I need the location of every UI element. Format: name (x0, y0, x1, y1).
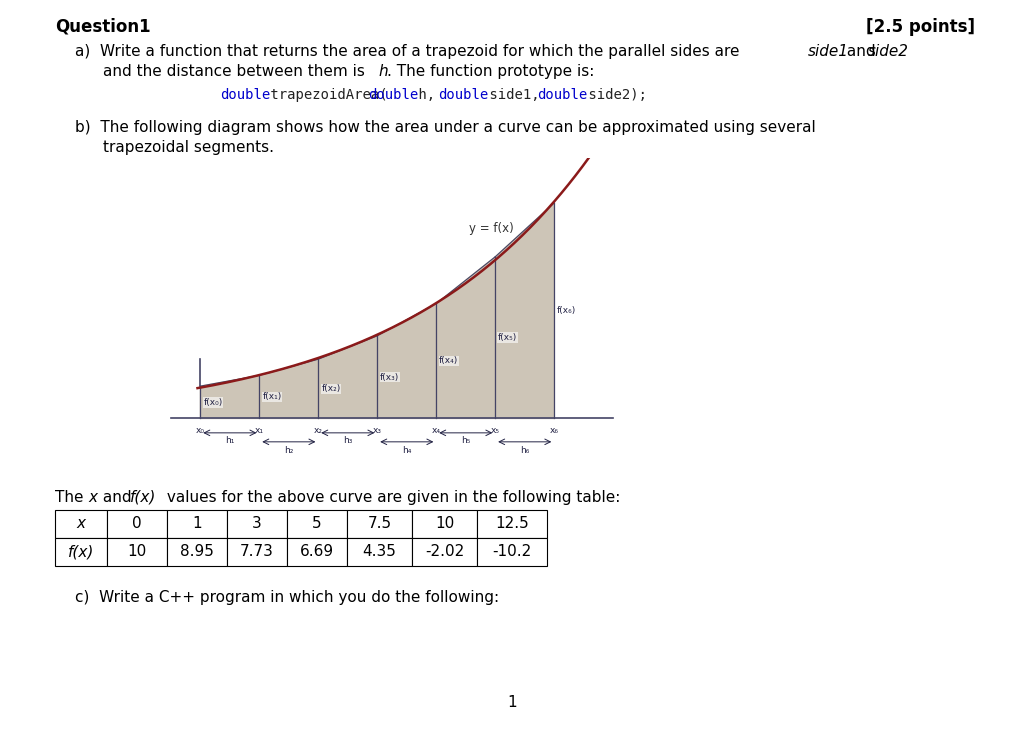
Bar (55, 510, 106, 538)
Text: 7.73: 7.73 (240, 545, 274, 559)
Text: x₅: x₅ (490, 425, 500, 435)
Text: f(x): f(x) (68, 545, 94, 559)
Text: side2);: side2); (580, 88, 646, 102)
Text: h₄: h₄ (402, 447, 412, 455)
Text: 3: 3 (252, 517, 262, 531)
Text: and: and (842, 44, 881, 59)
Text: x₁: x₁ (255, 425, 264, 435)
Polygon shape (259, 359, 318, 418)
Text: -2.02: -2.02 (425, 545, 464, 559)
Bar (55, 538, 106, 566)
Text: The: The (55, 490, 88, 505)
Text: x₃: x₃ (373, 425, 382, 435)
Text: f(x₄): f(x₄) (439, 357, 459, 366)
Text: f(x₂): f(x₂) (322, 385, 341, 393)
Polygon shape (436, 257, 496, 418)
Text: side2: side2 (868, 44, 909, 59)
Text: side1,: side1, (481, 88, 548, 102)
Text: 12.5: 12.5 (496, 517, 528, 531)
Bar (106, 538, 167, 566)
Text: h₂: h₂ (284, 447, 294, 455)
Text: 6.69: 6.69 (300, 545, 334, 559)
Text: double: double (438, 88, 488, 102)
Text: f(x₆): f(x₆) (557, 306, 577, 315)
Text: side1: side1 (808, 44, 849, 59)
Polygon shape (201, 375, 259, 418)
Polygon shape (496, 203, 554, 418)
Text: double: double (538, 88, 588, 102)
Text: double: double (368, 88, 418, 102)
Text: x: x (77, 517, 85, 531)
Text: h,: h, (411, 88, 443, 102)
Bar (347, 510, 412, 538)
Polygon shape (318, 336, 377, 418)
Bar (347, 538, 412, 566)
Bar (412, 510, 477, 538)
Text: x₂: x₂ (313, 425, 323, 435)
Text: trapezoidArea(: trapezoidArea( (262, 88, 388, 102)
Text: h₅: h₅ (461, 436, 470, 445)
Bar (227, 538, 287, 566)
Text: x₄: x₄ (432, 425, 440, 435)
Text: f(x₃): f(x₃) (380, 373, 399, 382)
Text: and the distance between them is: and the distance between them is (103, 64, 370, 79)
Text: 4.35: 4.35 (362, 545, 396, 559)
Text: a)  Write a function that returns the area of a trapezoid for which the parallel: a) Write a function that returns the are… (75, 44, 744, 59)
Text: x₀: x₀ (196, 425, 205, 435)
Text: 1: 1 (193, 517, 202, 531)
Text: double: double (220, 88, 270, 102)
Bar (477, 538, 547, 566)
Text: h₆: h₆ (520, 447, 529, 455)
Text: and: and (98, 490, 136, 505)
Text: trapezoidal segments.: trapezoidal segments. (103, 140, 274, 155)
Text: b)  The following diagram shows how the area under a curve can be approximated u: b) The following diagram shows how the a… (75, 120, 816, 135)
Text: 10: 10 (435, 517, 454, 531)
Text: h₃: h₃ (343, 436, 352, 445)
Text: values for the above curve are given in the following table:: values for the above curve are given in … (162, 490, 621, 505)
Text: 8.95: 8.95 (180, 545, 214, 559)
Bar (287, 510, 347, 538)
Text: f(x): f(x) (130, 490, 157, 505)
Bar (227, 510, 287, 538)
Text: f(x₁): f(x₁) (262, 393, 282, 401)
Text: 5: 5 (312, 517, 322, 531)
Polygon shape (377, 303, 436, 418)
Bar (477, 510, 547, 538)
Text: [2.5 points]: [2.5 points] (866, 18, 975, 36)
Bar (106, 510, 167, 538)
Text: c)  Write a C++ program in which you do the following:: c) Write a C++ program in which you do t… (75, 590, 499, 605)
Bar (412, 538, 477, 566)
Bar (167, 538, 227, 566)
Text: 10: 10 (127, 545, 146, 559)
Text: Question1: Question1 (55, 18, 151, 36)
Text: y = f(x): y = f(x) (469, 222, 513, 235)
Text: . The function prototype is:: . The function prototype is: (387, 64, 594, 79)
Text: x: x (88, 490, 97, 505)
Text: -10.2: -10.2 (493, 545, 531, 559)
Text: f(x₅): f(x₅) (499, 333, 517, 342)
Text: 0: 0 (132, 517, 141, 531)
Text: f(x₀): f(x₀) (204, 398, 222, 407)
Text: 7.5: 7.5 (368, 517, 391, 531)
Bar (287, 538, 347, 566)
Text: 1: 1 (507, 695, 517, 710)
Text: h: h (378, 64, 388, 79)
Text: h₁: h₁ (225, 436, 234, 445)
Text: x₆: x₆ (550, 425, 559, 435)
Bar (167, 510, 227, 538)
